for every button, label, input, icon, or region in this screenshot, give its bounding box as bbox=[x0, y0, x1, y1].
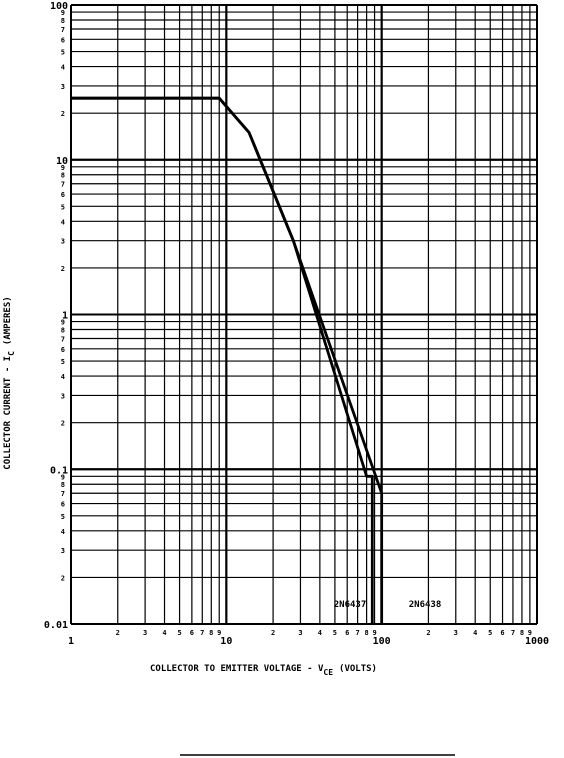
y-minor-tick-label: 7 bbox=[61, 26, 65, 34]
y-minor-tick-label: 7 bbox=[61, 335, 65, 343]
x-major-tick-label: 100 bbox=[373, 636, 391, 647]
y-minor-tick-label: 8 bbox=[61, 172, 65, 180]
x-minor-tick-label: 3 bbox=[298, 629, 302, 637]
x-minor-tick-label: 6 bbox=[345, 629, 349, 637]
y-minor-tick-label: 6 bbox=[61, 501, 65, 509]
y-minor-tick-label: 7 bbox=[61, 490, 65, 498]
x-minor-tick-label: 2 bbox=[116, 629, 120, 637]
x-minor-tick-label: 8 bbox=[209, 629, 213, 637]
y-minor-tick-label: 6 bbox=[61, 36, 65, 44]
x-minor-tick-label: 7 bbox=[511, 629, 515, 637]
x-major-tick-label: 10 bbox=[220, 636, 232, 647]
x-minor-tick-label: 9 bbox=[372, 629, 376, 637]
y-minor-tick-label: 9 bbox=[61, 473, 65, 481]
y-minor-tick-label: 3 bbox=[61, 83, 65, 91]
x-minor-tick-label: 3 bbox=[143, 629, 147, 637]
y-minor-tick-label: 8 bbox=[61, 326, 65, 334]
y-minor-tick-label: 6 bbox=[61, 346, 65, 354]
x-minor-tick-label: 4 bbox=[318, 629, 322, 637]
y-minor-tick-label: 3 bbox=[61, 238, 65, 246]
y-minor-tick-label: 7 bbox=[61, 181, 65, 189]
y-minor-tick-label: 2 bbox=[61, 420, 65, 428]
x-minor-tick-label: 6 bbox=[190, 629, 194, 637]
series-label-2n6437: 2N6437 bbox=[334, 600, 367, 610]
y-minor-tick-label: 4 bbox=[61, 64, 65, 72]
y-minor-tick-label: 2 bbox=[61, 574, 65, 582]
y-minor-tick-label: 9 bbox=[61, 164, 65, 172]
y-minor-tick-label: 5 bbox=[61, 513, 65, 521]
series-label-2n6438: 2N6438 bbox=[409, 600, 442, 610]
x-minor-tick-label: 5 bbox=[177, 629, 181, 637]
x-axis-label: COLLECTOR TO EMITTER VOLTAGE - VCE (VOLTS… bbox=[150, 664, 377, 677]
x-minor-tick-label: 7 bbox=[355, 629, 359, 637]
y-minor-tick-label: 5 bbox=[61, 49, 65, 57]
tick-labels: 2 3 4 5 6 7 8 9 2 3 4 5 6 7 8 9 2 3 4 5 6 7 8 92345678923456789… bbox=[44, 1, 549, 647]
y-minor-tick-label: 2 bbox=[61, 265, 65, 273]
y-minor-tick-label: 8 bbox=[61, 481, 65, 489]
x-minor-tick-label: 8 bbox=[520, 629, 524, 637]
x-minor-tick-label: 6 bbox=[500, 629, 504, 637]
x-major-tick-label: 1000 bbox=[525, 636, 549, 647]
y-minor-tick-label: 4 bbox=[61, 373, 65, 381]
y-minor-tick-label: 8 bbox=[61, 17, 65, 25]
x-minor-tick-label: 9 bbox=[217, 629, 221, 637]
y-minor-tick-label: 9 bbox=[61, 9, 65, 17]
y-major-tick-label: 0.1 bbox=[50, 465, 68, 476]
y-minor-tick-label: 3 bbox=[61, 392, 65, 400]
y-minor-tick-label: 4 bbox=[61, 218, 65, 226]
x-minor-tick-label: 9 bbox=[528, 629, 532, 637]
y-major-tick-label: 100 bbox=[50, 1, 68, 12]
y-minor-tick-label: 2 bbox=[61, 110, 65, 118]
grid bbox=[70, 4, 538, 625]
y-minor-tick-label: 3 bbox=[61, 547, 65, 555]
y-minor-tick-label: 9 bbox=[61, 319, 65, 327]
curves bbox=[71, 96, 384, 624]
x-minor-tick-label: 7 bbox=[200, 629, 204, 637]
x-minor-tick-label: 8 bbox=[365, 629, 369, 637]
y-minor-tick-label: 5 bbox=[61, 203, 65, 211]
x-minor-tick-label: 5 bbox=[488, 629, 492, 637]
x-minor-tick-label: 4 bbox=[162, 629, 166, 637]
y-axis-label: COLLECTOR CURRENT - IC(AMPERES) bbox=[3, 296, 16, 469]
x-minor-tick-label: 5 bbox=[333, 629, 337, 637]
x-major-tick-label: 1 bbox=[68, 636, 74, 647]
x-minor-tick-label: 2 bbox=[271, 629, 275, 637]
x-minor-tick-label: 2 bbox=[426, 629, 430, 637]
x-minor-tick-label: 3 bbox=[454, 629, 458, 637]
y-major-tick-label: 0.01 bbox=[44, 620, 68, 631]
series-curve-1 bbox=[71, 96, 384, 624]
y-major-tick-label: 10 bbox=[56, 156, 68, 167]
x-minor-tick-label: 4 bbox=[473, 629, 477, 637]
y-minor-tick-label: 5 bbox=[61, 358, 65, 366]
y-minor-tick-label: 4 bbox=[61, 528, 65, 536]
y-major-tick-label: 1 bbox=[62, 311, 68, 322]
y-minor-tick-label: 6 bbox=[61, 191, 65, 199]
